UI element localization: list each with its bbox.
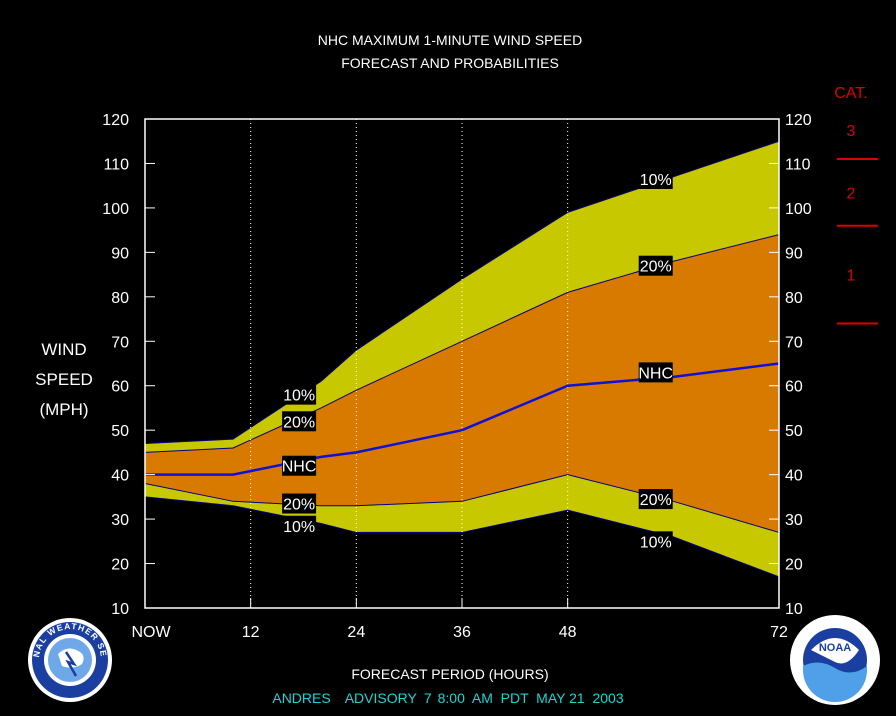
y-tick-label: 110	[103, 156, 129, 173]
series-labels: 10% 20% NHC 20% 10% 10% 20% NHC 20% 10%	[282, 169, 673, 552]
category-scale: CAT. 3 2 1	[834, 85, 878, 325]
y-tick-label: 60	[111, 379, 129, 396]
chart-title-line1: NHC MAXIMUM 1-MINUTE WIND SPEED	[318, 32, 582, 48]
x-axis-label: FORECAST PERIOD (HOURS)	[351, 666, 548, 682]
series-label-text: 10%	[640, 534, 672, 551]
category-label: 1	[847, 268, 856, 285]
x-axis: NOW 12 24 36 48 72	[131, 598, 788, 641]
y-tick-label: 80	[111, 290, 129, 307]
y-tick-label: 90	[785, 245, 803, 262]
x-tick-label: 12	[242, 624, 260, 641]
series-label: 10%	[282, 384, 317, 405]
x-tick-label: 72	[770, 624, 788, 641]
series-label-bg	[282, 493, 317, 514]
y-tick-label: 100	[785, 201, 812, 218]
series-label-bg	[282, 411, 317, 432]
series-label: 10%	[282, 515, 317, 536]
y-tick-label: 110	[785, 156, 811, 173]
y-axis-label-speed: SPEED	[35, 370, 93, 389]
series-label-text: 20%	[640, 259, 672, 276]
series-label-text: NHC	[282, 459, 317, 476]
y-tick-label: 10	[785, 601, 803, 618]
y-tick-label: 100	[102, 201, 129, 218]
y-axis-right: 10 20 30 40 50 60 70 80 90 100 110 120	[769, 112, 812, 618]
series-label-bg	[638, 531, 673, 552]
series-label: 10%	[638, 531, 673, 552]
category-label: 3	[847, 123, 856, 140]
footer-time: 8:00 AM PDT MAY 21 2003	[438, 690, 624, 706]
y-tick-label: 50	[785, 423, 803, 440]
y-tick-label: 10	[111, 601, 129, 618]
x-tick-label: 48	[559, 624, 577, 641]
y-tick-label: 50	[111, 423, 129, 440]
footer-advisory-number: 7	[424, 690, 432, 706]
series-label-text: 20%	[283, 497, 315, 514]
x-tick-label: NOW	[131, 624, 171, 641]
y-axis-label-unit: (MPH)	[39, 400, 88, 419]
y-tick-label: 90	[111, 245, 129, 262]
advisory-footer: ANDRES ADVISORY 7 8:00 AM PDT MAY 21 2003	[272, 690, 623, 706]
vertical-gridlines	[250, 119, 569, 608]
y-tick-label: 70	[111, 334, 129, 351]
x-tick-label: 36	[453, 624, 471, 641]
series-label: 20%	[638, 255, 673, 276]
y-tick-label: 80	[785, 290, 803, 307]
y-tick-label: 40	[111, 468, 129, 485]
series-label: 20%	[638, 489, 673, 510]
series-label-bg	[282, 384, 317, 405]
series-label-text: NHC	[638, 365, 673, 382]
category-label: 2	[847, 185, 856, 202]
series-label-text: 20%	[283, 414, 315, 431]
series-label-bg	[638, 255, 673, 276]
series-label: 20%	[282, 493, 317, 514]
footer-advisory: ADVISORY	[345, 690, 418, 706]
series-label: 20%	[282, 411, 317, 432]
chart-title-line2: FORECAST AND PROBABILITIES	[341, 55, 559, 71]
series-label-text: 10%	[283, 388, 315, 405]
y-axis-label-wind: WIND	[41, 340, 86, 359]
y-tick-label: 120	[102, 112, 129, 129]
series-label-text: 20%	[640, 492, 672, 509]
category-title: CAT.	[834, 85, 867, 102]
footer-text: ANDRES ADVISORY 7 8:00 AM PDT MAY 21 2003	[272, 690, 623, 706]
noaa-logo-text: NOAA	[819, 642, 851, 654]
series-label-bg	[282, 455, 317, 476]
x-tick-label: 24	[347, 624, 365, 641]
series-label-text: 10%	[283, 519, 315, 536]
series-label-bg	[282, 515, 317, 536]
noaa-logo: NOAA	[790, 615, 880, 705]
series-label-text: 10%	[640, 172, 672, 189]
series-label: 10%	[638, 169, 673, 190]
y-axis-left: 10 20 30 40 50 60 70 80 90 100 110 120	[102, 112, 155, 618]
y-tick-label: 60	[785, 379, 803, 396]
y-tick-label: 40	[785, 468, 803, 485]
nws-logo: NATIONAL WEATHER SERVICE	[28, 618, 112, 702]
series-label-bg	[638, 362, 673, 383]
footer-storm: ANDRES	[272, 690, 330, 706]
y-tick-label: 30	[111, 512, 129, 529]
y-tick-label: 30	[785, 512, 803, 529]
series-label-bg	[638, 169, 673, 190]
y-tick-label: 20	[111, 557, 129, 574]
series-label-bg	[638, 489, 673, 510]
y-tick-label: 120	[785, 112, 812, 129]
series-label: NHC	[282, 455, 317, 476]
series-label: NHC	[638, 362, 673, 383]
y-tick-label: 20	[785, 557, 803, 574]
y-tick-label: 70	[785, 334, 803, 351]
